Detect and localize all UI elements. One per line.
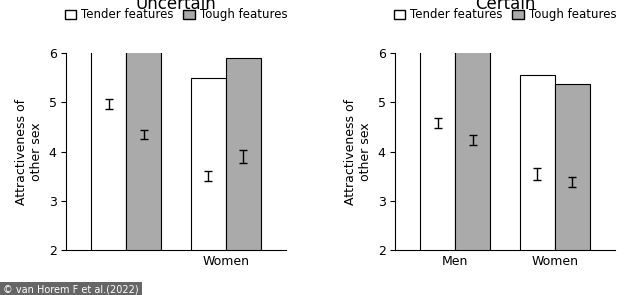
Bar (420, 24, 455, 250)
Title: Uncertain: Uncertain (136, 0, 216, 13)
Legend: Tender features, Tough features: Tender features, Tough features (389, 4, 621, 26)
Bar (126, 36, 161, 250)
Bar (455, 42, 490, 250)
Y-axis label: Attractiveness of
other sex: Attractiveness of other sex (15, 99, 43, 205)
Text: © van Horem F et al.(2022): © van Horem F et al.(2022) (3, 285, 139, 295)
Bar (520, 75, 555, 250)
Legend: Tender features, Tough features: Tender features, Tough features (60, 4, 292, 26)
Bar (555, 84, 590, 250)
Y-axis label: Attractiveness of
other sex: Attractiveness of other sex (344, 99, 372, 205)
Bar (191, 78, 226, 250)
Bar (91, 5, 126, 250)
Bar (226, 58, 261, 250)
Title: Certain: Certain (475, 0, 535, 13)
